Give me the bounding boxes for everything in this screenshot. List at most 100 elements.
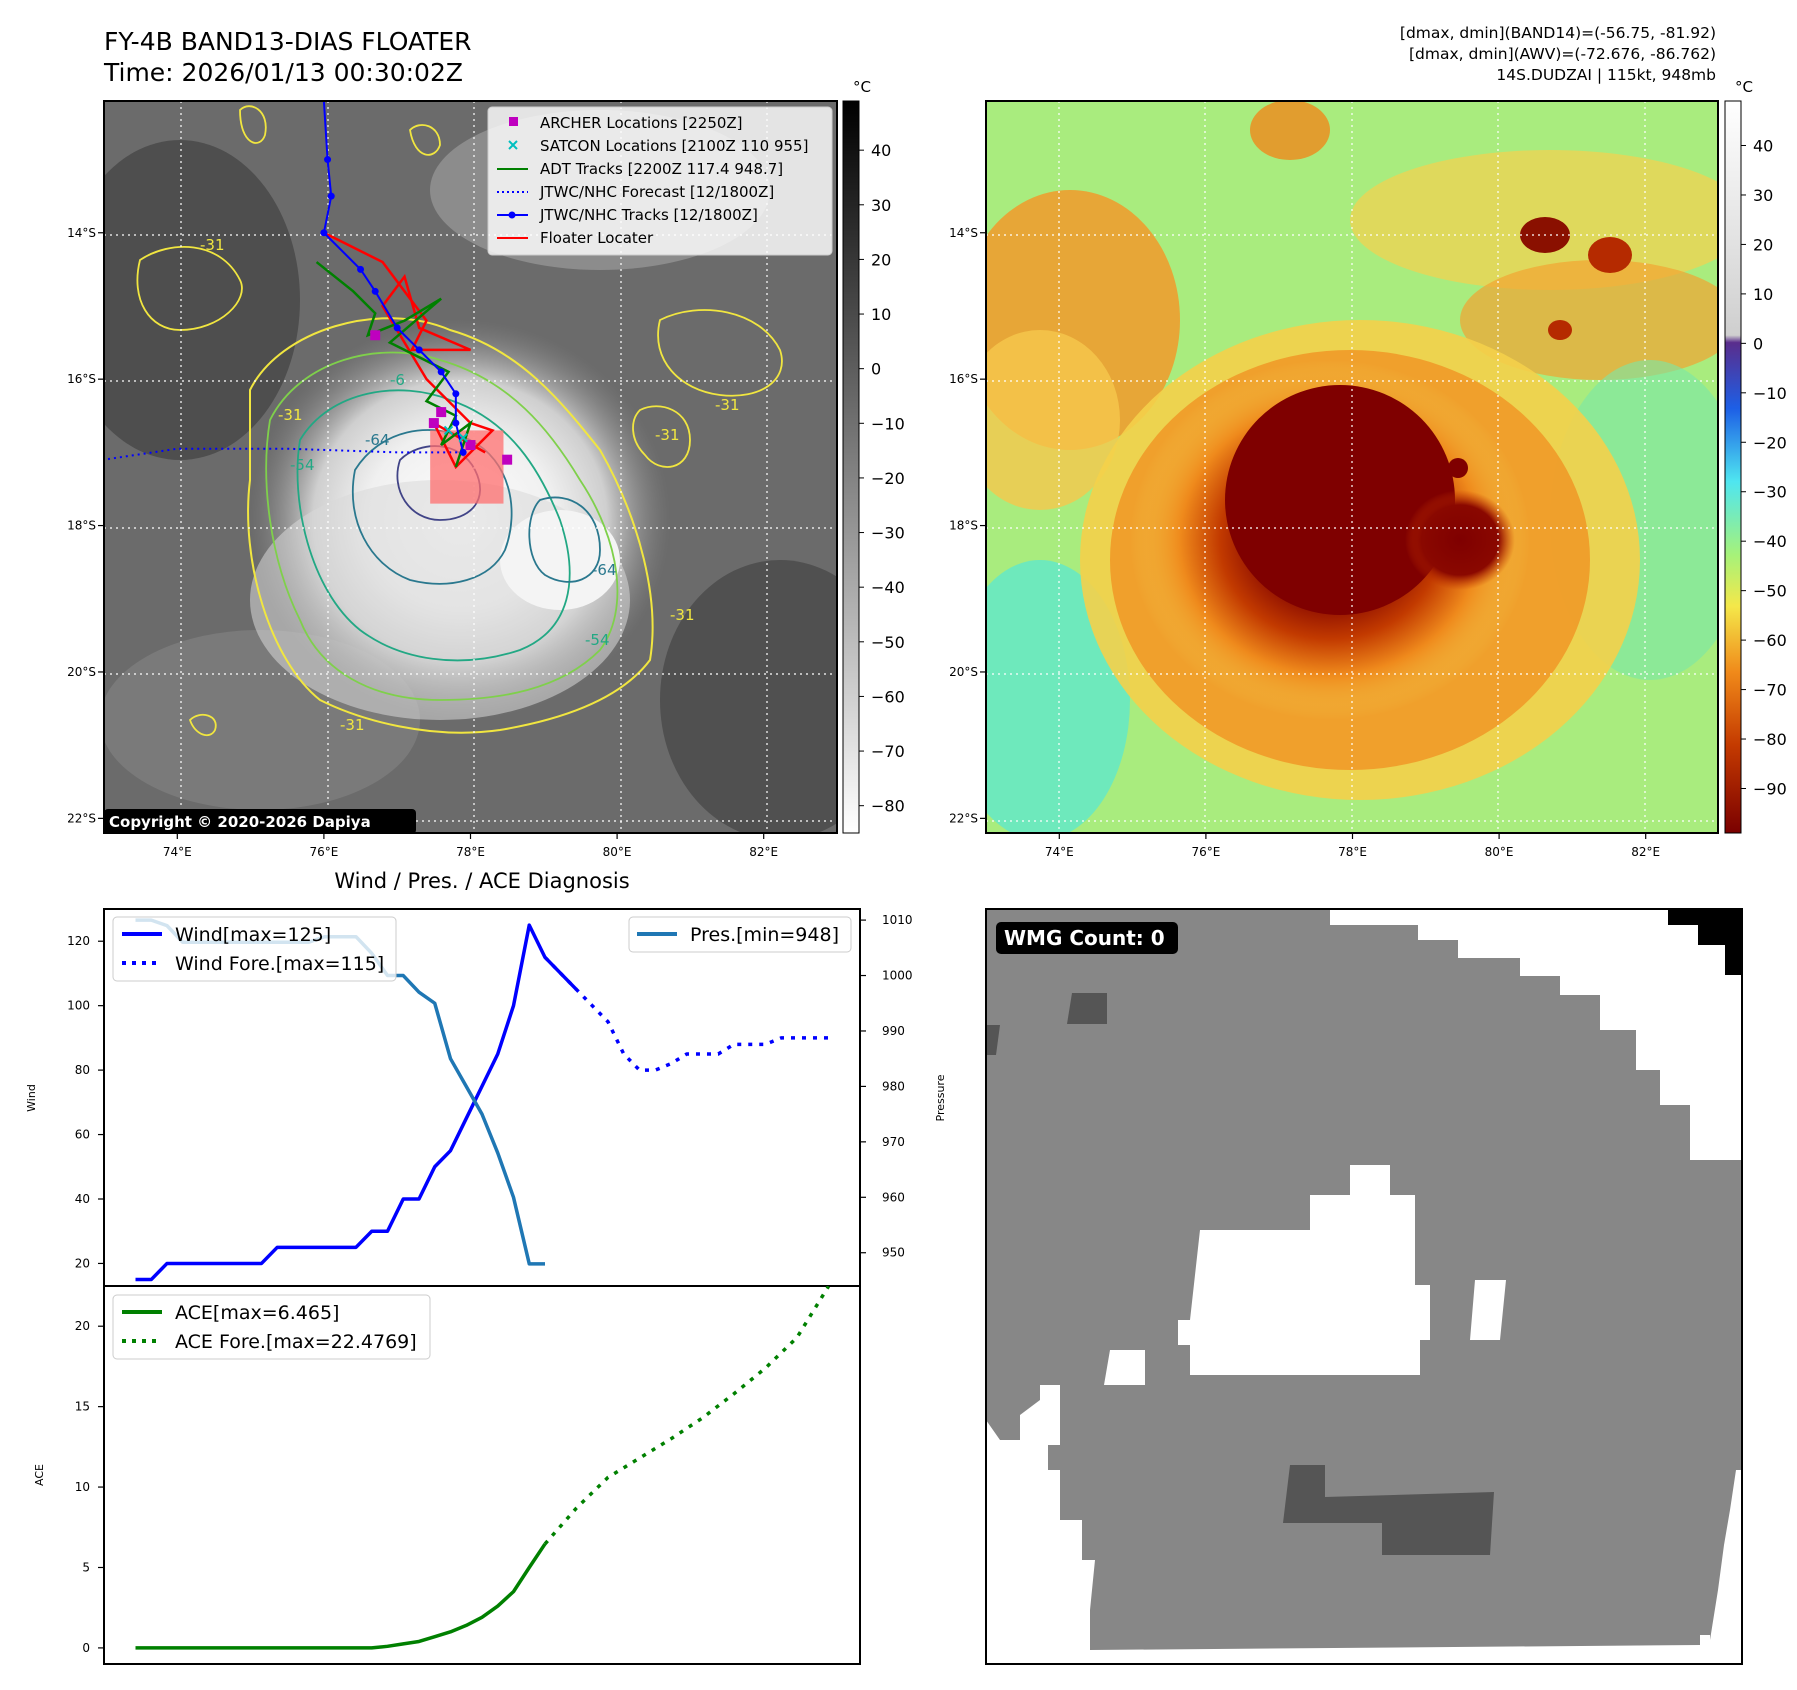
jtwc-track-point: [437, 368, 445, 376]
colorbar-tick-label: −90: [1753, 779, 1787, 798]
colorbar-tick-label: 30: [1753, 186, 1773, 205]
wv-panel: °C 40 30 20 10 0 −10 −20 −30 −40 −50 −60 −70 −80 −90: [985, 78, 1787, 834]
series-line: [135, 923, 578, 1282]
floater-locater-line: [323, 231, 495, 470]
ir-contour-labels: -31 -31 -31 -31 -31 -54 -54 -64 -64 -6 -…: [200, 236, 740, 734]
archer-point: [465, 440, 476, 451]
wind-ytick-label: 60: [75, 1128, 90, 1142]
wv-colorbar-ticks: 40 30 20 10 0 −10 −20 −30 −40 −50 −60 −70 −80 −90: [1741, 137, 1787, 798]
colorbar-tick-label: −20: [1753, 433, 1787, 452]
jtwc-forecast-line: [104, 447, 464, 461]
colorbar-tick-label: −30: [871, 524, 905, 543]
wv-colorbar-unit: °C: [1735, 78, 1753, 96]
colorbar-tick-label: −40: [1753, 532, 1787, 551]
contour-label: -64: [592, 561, 617, 579]
pressure-ytick-label: 960: [882, 1190, 905, 1204]
series-line: [543, 956, 829, 1072]
colorbar-tick-label: −10: [1753, 384, 1787, 403]
contour-label: -6: [390, 371, 405, 389]
series-line: [135, 1542, 547, 1650]
colorbar-tick-label: −70: [1753, 681, 1787, 700]
legend-item: JTWC/NHC Tracks [12/1800Z]: [497, 206, 758, 224]
lat-tick-label: 16°S: [67, 372, 96, 386]
contour-label: -31: [655, 426, 680, 444]
wind-ytick-label: 100: [67, 999, 90, 1013]
lon-tick-label: 80°E: [603, 845, 632, 859]
lon-tick-label: 82°E: [1631, 845, 1660, 859]
wind-ylabel: Wind: [25, 1084, 38, 1112]
lat-tick-label: 18°S: [67, 519, 96, 533]
figure-title: FY-4B BAND13-DIAS FLOATER: [104, 27, 472, 56]
lon-tick-label: 78°E: [456, 845, 485, 859]
lat-tick-label: 22°S: [949, 811, 978, 825]
wind-legend-label: Wind[max=125]: [175, 924, 331, 946]
wmg-dark-region: [1283, 1465, 1494, 1555]
satcon-point: [458, 433, 468, 443]
colorbar-tick-label: 20: [871, 250, 891, 269]
pressure-ytick-label: 1010: [882, 913, 913, 927]
lon-tick-label: 82°E: [749, 845, 778, 859]
legend-item: SATCON Locations [2100Z 110 955]: [508, 137, 808, 155]
jtwc-track-point: [415, 346, 423, 354]
adt-track-line: [315, 261, 473, 468]
legend-label: ARCHER Locations [2250Z]: [540, 114, 743, 132]
pressure-ytick-label: 950: [882, 1246, 905, 1260]
ir-panel: -31 -31 -31 -31 -31 -54 -54 -64 -64 -6 -…: [103, 78, 905, 834]
jtwc-track-point: [357, 265, 365, 273]
ace-ylabel: ACE: [33, 1464, 46, 1486]
pressure-legend: Pres.[min=948]: [628, 916, 852, 953]
wmg-white-region: [1470, 1280, 1506, 1340]
info-band14: [dmax, dmin](BAND14)=(-56.75, -81.92): [1400, 24, 1716, 42]
colorbar-tick-label: 0: [1753, 334, 1763, 353]
ace-ytick-label: 5: [82, 1560, 90, 1574]
figure-time: Time: 2026/01/13 00:30:02Z: [103, 58, 463, 87]
pressure-ytick-label: 990: [882, 1024, 905, 1038]
lon-tick-label: 74°E: [1045, 845, 1074, 859]
wind-ytick-label: 20: [75, 1256, 90, 1270]
wv-grid: [986, 101, 1718, 833]
ir-colorbar-ticks: 40 30 20 10 0 −10 −20 −30 −40 −50 −60 −70 −80: [859, 141, 905, 816]
colorbar-tick-label: −60: [871, 687, 905, 706]
colorbar-tick-label: −40: [871, 578, 905, 597]
wmg-white-region: [1178, 1165, 1430, 1375]
wind-ytick-label: 40: [75, 1192, 90, 1206]
wmg-white-region: [1104, 1350, 1145, 1385]
ir-overlays: [104, 101, 513, 504]
lon-tick-label: 78°E: [1338, 845, 1367, 859]
archer-point: [436, 407, 447, 418]
wind-ytick-label: 120: [67, 934, 90, 948]
wmg-count-label: WMG Count: 0: [1004, 926, 1165, 950]
ace-legend-label: ACE[max=6.465]: [175, 1302, 339, 1324]
legend-label: Floater Locater: [540, 229, 654, 247]
lon-tick-label: 76°E: [309, 845, 338, 859]
wmg-black-region: [1668, 909, 1742, 975]
legend-item: Floater Locater: [497, 229, 654, 247]
ir-colorbar: [842, 100, 860, 834]
wv-colorbar: [1724, 100, 1742, 834]
wind-legend: Wind[max=125] Wind Fore.[max=115]: [112, 916, 397, 982]
lat-tick-label: 14°S: [949, 226, 978, 240]
ace-forecast-legend-label: ACE Fore.[max=22.4769]: [175, 1331, 417, 1353]
wmg-badge: [996, 922, 1178, 954]
colorbar-tick-label: 40: [871, 141, 891, 160]
wmg-dark-region: [986, 1025, 1000, 1055]
legend-x-marker: [508, 140, 518, 150]
pressure-ytick-label: 1000: [882, 969, 913, 983]
contour-label: -31: [715, 396, 740, 414]
colorbar-tick-label: 30: [871, 196, 891, 215]
legend-square-marker: [509, 117, 518, 126]
contour-label: -54: [585, 631, 610, 649]
wind-ytick-label: 80: [75, 1063, 90, 1077]
diagnosis-title: Wind / Pres. / ACE Diagnosis: [334, 869, 629, 893]
legend-item: ARCHER Locations [2250Z]: [509, 114, 743, 132]
lon-tick-label: 76°E: [1191, 845, 1220, 859]
contour-label: -64: [365, 431, 390, 449]
archer-point: [502, 454, 513, 465]
pressure-ytick-label: 970: [882, 1135, 905, 1149]
jtwc-track-point: [459, 448, 467, 456]
satcon-point: [443, 425, 454, 436]
ace-ytick-label: 15: [75, 1400, 90, 1414]
contour-label: -31: [340, 716, 365, 734]
jtwc-track-point: [452, 390, 460, 398]
jtwc-track-point: [452, 419, 460, 427]
